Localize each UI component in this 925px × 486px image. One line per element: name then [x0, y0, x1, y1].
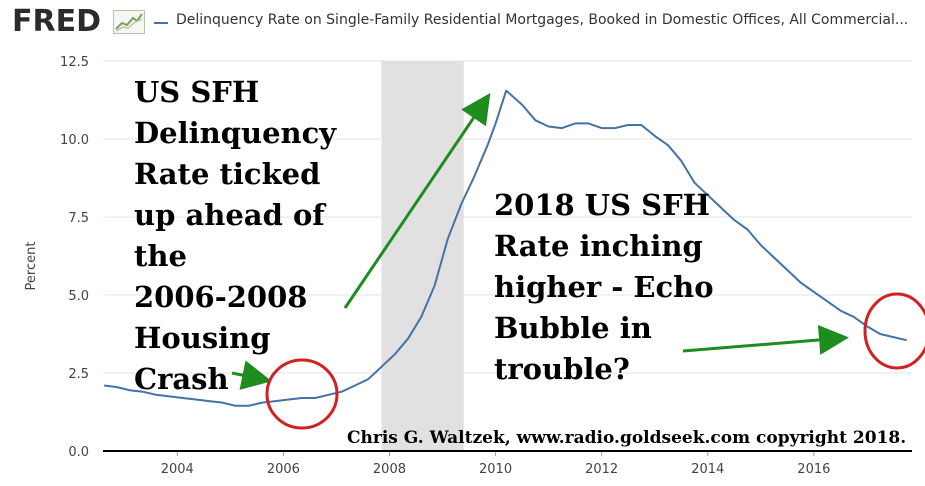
fred-logo[interactable]: FRED: [12, 4, 101, 39]
left-annotation-line: Crash: [134, 362, 229, 396]
x-tick-label: 2016: [797, 462, 830, 477]
copyright-credit: Chris G. Waltzek, www.radio.goldseek.com…: [347, 428, 907, 448]
x-tick-label: 2006: [267, 462, 300, 477]
left-annotation-line: Rate ticked: [134, 157, 321, 191]
x-tick-label: 2014: [691, 462, 724, 477]
y-tick-label: 12.5: [60, 55, 89, 70]
crash-arrow: [231, 360, 272, 390]
left-annotation-line: the: [134, 239, 187, 273]
left-annotation-line: Housing: [134, 321, 271, 355]
y-tick-label: 7.5: [68, 211, 89, 226]
left-annotation-line: up ahead of: [134, 198, 325, 232]
right-annotation-line: Rate inching: [494, 229, 703, 263]
right-annotation: 2018 US SFH Rate inching higher - Echo B…: [494, 185, 754, 390]
right-annotation-line: higher - Echo: [494, 270, 714, 304]
left-annotation-line: US SFH: [134, 75, 260, 109]
right-annotation-line: 2018 US SFH: [494, 188, 711, 222]
x-tick-label: 2010: [479, 462, 512, 477]
y-tick-label: 10.0: [60, 133, 89, 148]
up-arrow: [343, 93, 491, 309]
chart-header: FRED Delinquency Rate on Single-Family R…: [0, 0, 925, 48]
right-annotation-line: trouble?: [494, 352, 630, 386]
x-tick-label: 2008: [373, 462, 406, 477]
x-tick-label: 2012: [585, 462, 618, 477]
left-annotation: US SFH Delinquency Rate ticked up ahead …: [134, 72, 374, 400]
left-annotation-line: 2006-2008: [134, 280, 308, 314]
y-tick-label: 0.0: [68, 445, 89, 460]
recession-band: [381, 61, 464, 451]
right-annotation-line: Bubble in: [494, 311, 652, 345]
y-tick-label: 2.5: [68, 367, 89, 382]
y-tick-label: 5.0: [68, 289, 89, 304]
series-legend-line: [154, 22, 168, 24]
left-annotation-line: Delinquency: [134, 116, 337, 150]
highlight-circle-2006: [265, 358, 339, 430]
chart-trend-icon: [113, 10, 145, 34]
highlight-circle-2017: [863, 292, 925, 370]
x-tick-label: 2004: [161, 462, 194, 477]
series-line: [103, 89, 907, 407]
echo-arrow: [682, 324, 849, 355]
y-axis-label: Percent: [24, 242, 39, 291]
